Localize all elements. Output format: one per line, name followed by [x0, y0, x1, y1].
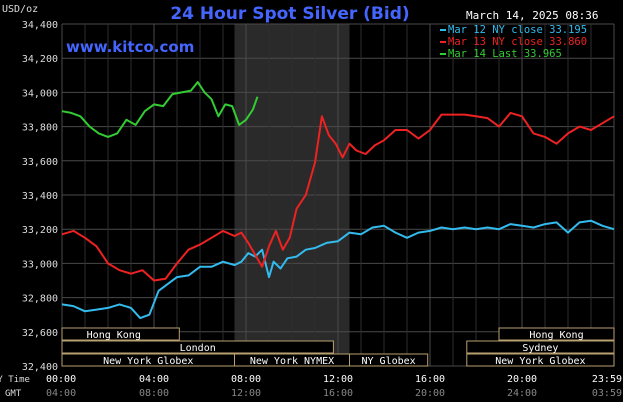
- session-box: [61, 327, 180, 341]
- y-tick-label: 33,600: [22, 157, 58, 168]
- x-tick-label-gmt: 16:00: [323, 388, 353, 399]
- y-tick-label: 32,800: [22, 294, 58, 305]
- gmt-label: GMT: [5, 389, 22, 399]
- session-box: [498, 327, 615, 341]
- y-tick-label: 34,400: [22, 20, 58, 31]
- y-tick-label: 32,400: [22, 362, 58, 373]
- x-tick-label-gmt: 20:00: [415, 388, 445, 399]
- x-tick-label-ny: 08:00: [231, 374, 261, 385]
- session-box: [466, 353, 615, 367]
- x-tick-label-ny: 16:00: [415, 374, 445, 385]
- session-box: [349, 353, 429, 367]
- x-tick-label-ny: 20:00: [507, 374, 537, 385]
- x-tick-label-ny: 00:00: [46, 374, 76, 385]
- y-axis-unit: USD/oz: [2, 4, 38, 15]
- legend-label: Mar 12 NY close 33.195: [448, 24, 587, 36]
- x-tick-label-gmt: 04:00: [46, 388, 76, 399]
- x-tick-label-gmt: 08:00: [139, 388, 169, 399]
- session-box: [61, 340, 334, 354]
- chart-title: 24 Hour Spot Silver (Bid): [170, 4, 409, 24]
- session-label: London: [180, 343, 216, 354]
- x-tick-label-gmt: 24:00: [507, 388, 537, 399]
- market-sessions: Hong Kong Hong Kong London Sydney New York G…: [61, 327, 615, 367]
- chart-series: [61, 81, 615, 320]
- y-tick-label: 32,600: [22, 328, 58, 339]
- x-tick-label-ny: 23:59: [592, 374, 622, 385]
- chart-axes: 32,400 32,600 32,800 33,000 33,200 33,400 33,6…: [0, 20, 622, 399]
- session-label: New York Globex: [495, 356, 585, 367]
- series-line-2: [61, 81, 259, 138]
- y-tick-label: 34,200: [22, 54, 58, 65]
- chart-grid: [61, 23, 615, 367]
- session-label: New York Globex: [103, 356, 193, 367]
- x-tick-label-gmt: 03:59: [592, 388, 622, 399]
- y-tick-label: 33,000: [22, 259, 58, 270]
- session-label: Hong Kong: [87, 330, 141, 341]
- legend-label: Mar 13 NY close 33.860: [448, 36, 587, 48]
- session-label: Sydney: [522, 343, 558, 354]
- x-tick-label-ny: 04:00: [139, 374, 169, 385]
- x-tick-label-ny: 12:00: [323, 374, 353, 385]
- site-watermark: www.kitco.com: [66, 38, 194, 56]
- y-tick-label: 34,000: [22, 88, 58, 99]
- ny-time-label: NY Time: [0, 375, 30, 385]
- date-stamp: March 14, 2025 08:36: [466, 9, 598, 22]
- series-line-0: [61, 219, 615, 320]
- x-tick-label-gmt: 12:00: [231, 388, 261, 399]
- y-tick-label: 33,400: [22, 191, 58, 202]
- y-tick-label: 33,200: [22, 225, 58, 236]
- y-tick-label: 33,800: [22, 123, 58, 134]
- legend-label: Mar 14 Last 33.965: [448, 48, 562, 60]
- session-box: [466, 340, 615, 354]
- session-label: Hong Kong: [529, 330, 583, 341]
- series-line-1: [61, 111, 615, 282]
- session-label: New York NYMEX: [250, 356, 334, 367]
- session-label: NY Globex: [362, 356, 416, 367]
